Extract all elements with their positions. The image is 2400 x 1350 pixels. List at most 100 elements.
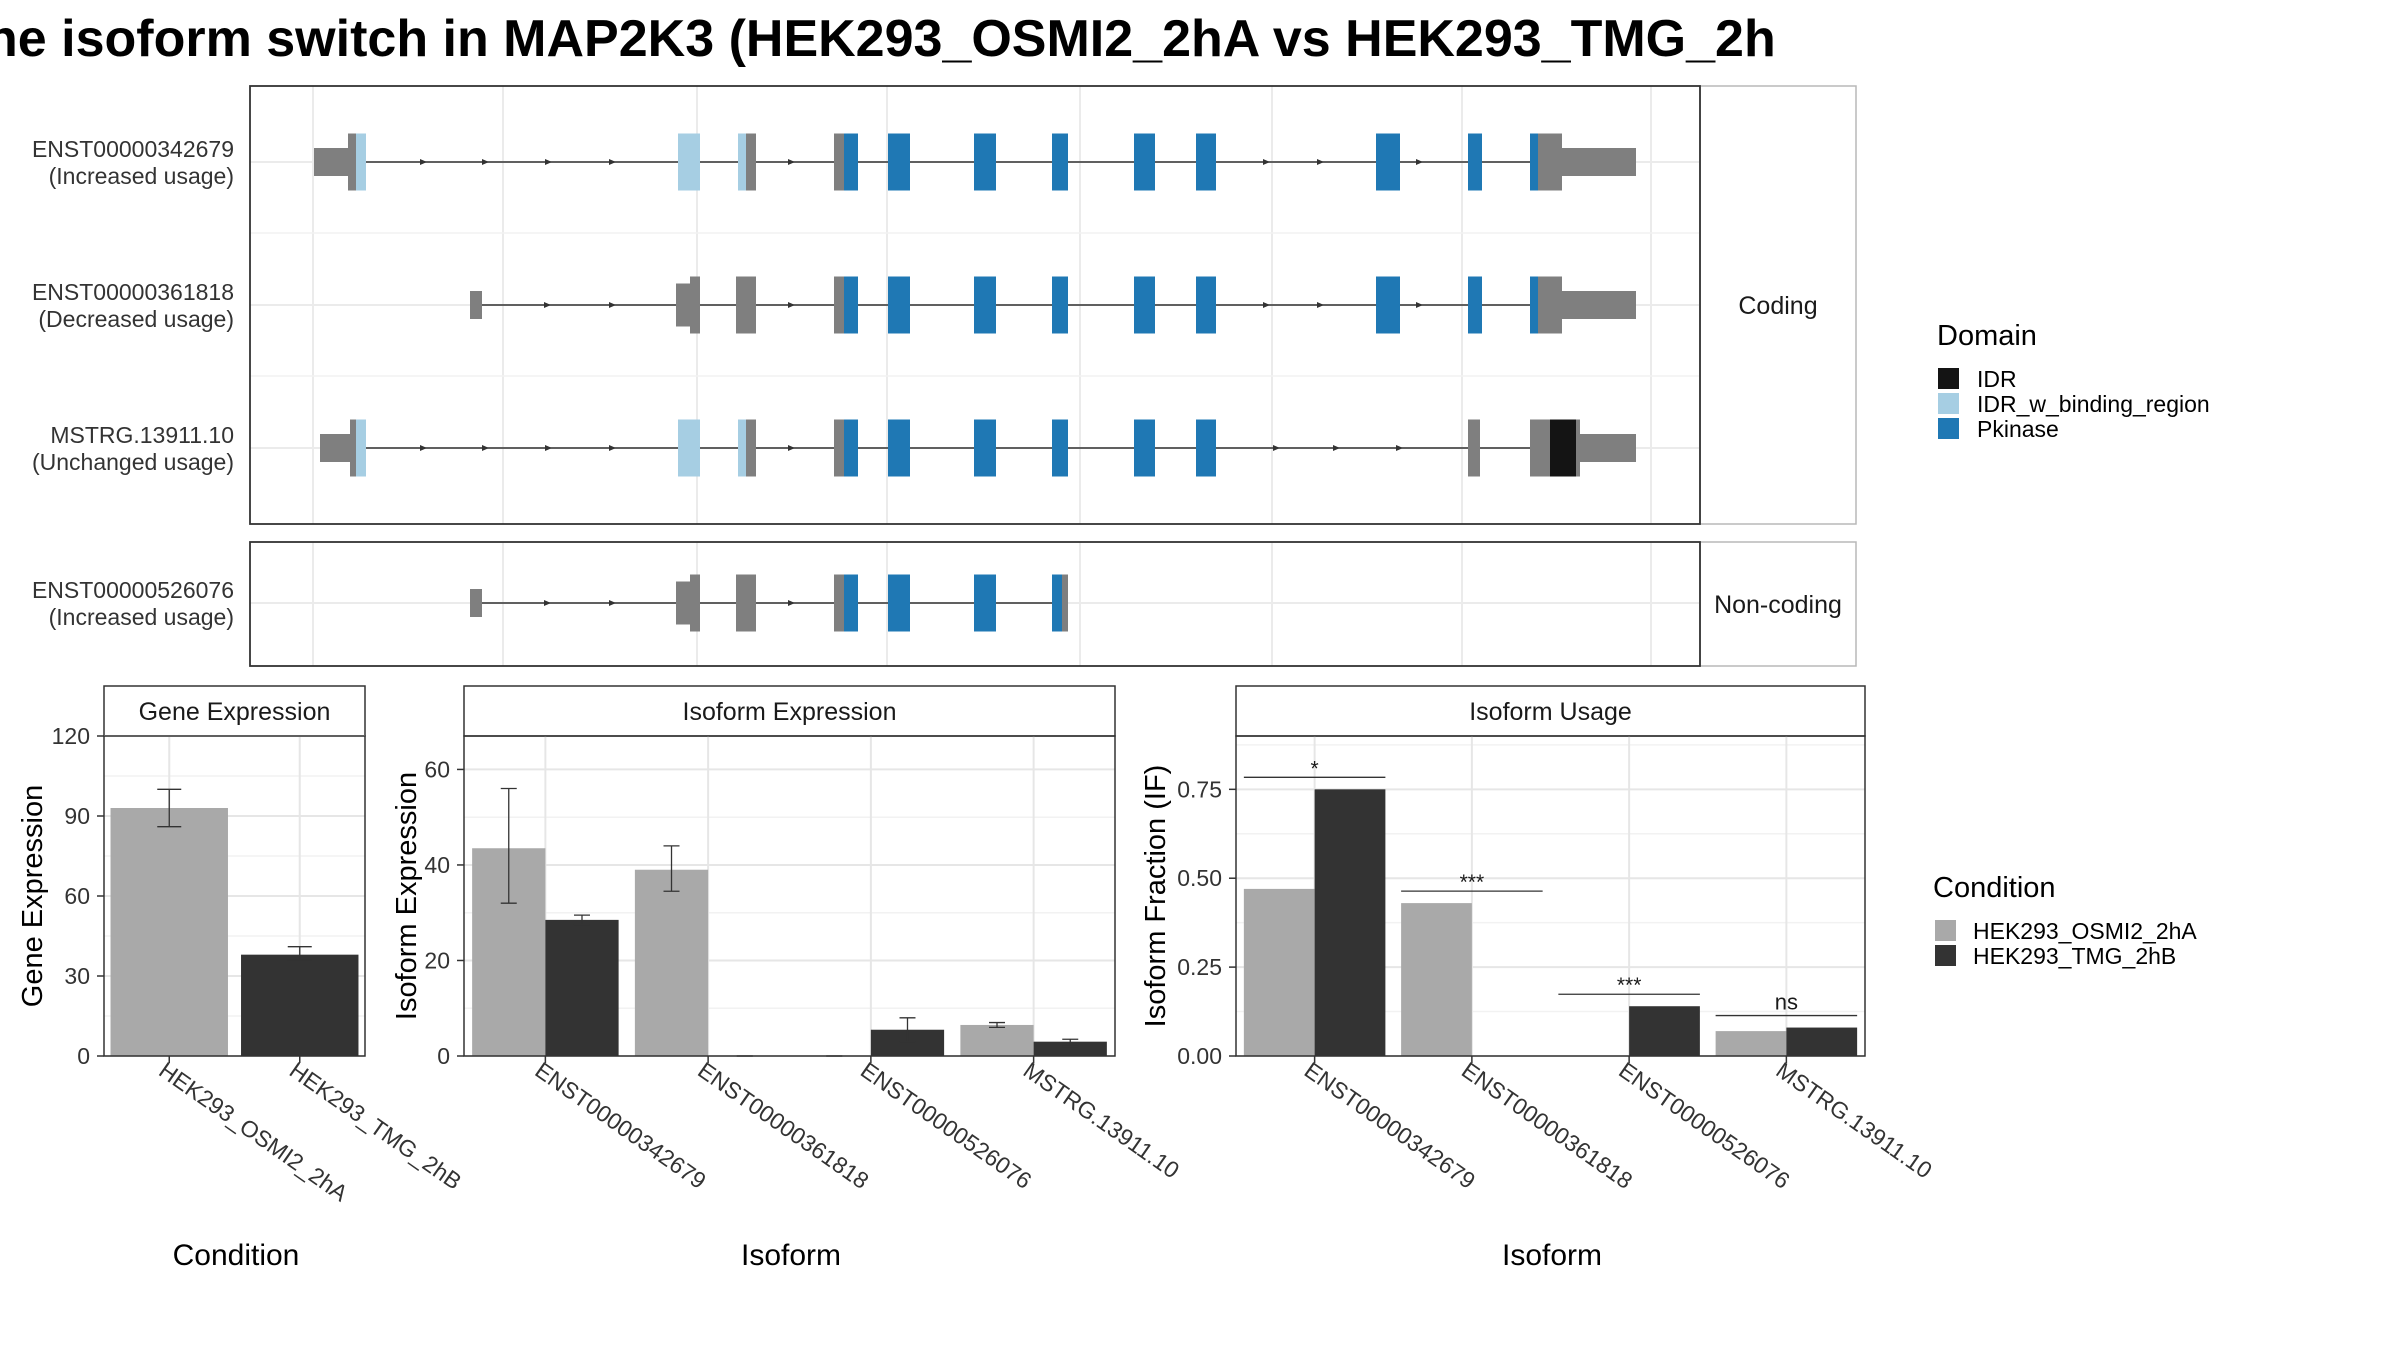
domain-block-pkinase xyxy=(1468,133,1482,191)
y-tick-label: 0 xyxy=(437,1043,450,1069)
domain-legend-label: Pkinase xyxy=(1977,416,2059,442)
bar-charts: Gene Expression0306090120HEK293_OSMI2_2h… xyxy=(17,685,1937,1272)
y-tick-label: 90 xyxy=(64,803,90,829)
intron-arrow-icon xyxy=(788,302,795,308)
y-tick-label: 30 xyxy=(64,963,90,989)
facet-strip xyxy=(103,685,366,737)
intron-arrow-icon xyxy=(609,600,616,606)
bar xyxy=(1401,903,1472,1056)
domain-block-pkinase xyxy=(888,133,910,191)
exon-block xyxy=(1538,133,1562,191)
condition-legend-key xyxy=(1935,945,1956,966)
x-tick-label: MSTRG.13911.10 xyxy=(1019,1057,1184,1184)
domain-block-pkinase xyxy=(888,574,910,632)
exon-block xyxy=(834,276,844,334)
intron-arrow-icon xyxy=(482,445,489,451)
y-axis-label: Gene Expression xyxy=(17,785,49,1007)
intron-arrow-icon xyxy=(609,445,616,451)
y-tick-label: 60 xyxy=(64,883,90,909)
domain-block-pkinase xyxy=(1196,419,1216,477)
exon-block xyxy=(1538,276,1562,334)
panel-title: Isoform Expression xyxy=(683,698,897,726)
isoform-usage-label: (Increased usage) xyxy=(49,163,234,189)
domain-block-idr-w-binding-region xyxy=(738,419,746,477)
domain-block-pkinase xyxy=(1196,276,1216,334)
domain-legend-key xyxy=(1938,368,1959,389)
domain-block-pkinase xyxy=(974,276,996,334)
exon-block xyxy=(736,276,756,334)
domain-block-pkinase xyxy=(844,276,858,334)
bar xyxy=(545,919,619,1056)
isoform-usage-label: (Decreased usage) xyxy=(38,306,234,332)
exon-block xyxy=(1576,419,1580,477)
x-tick-label: ENST00000342679 xyxy=(531,1057,711,1194)
domain-block-idr-w-binding-region xyxy=(678,133,700,191)
domain-legend-key xyxy=(1938,393,1959,414)
bar xyxy=(960,1024,1034,1056)
condition-legend-key xyxy=(1935,920,1956,941)
domain-block-pkinase xyxy=(844,419,858,477)
domain-block-pkinase xyxy=(1376,133,1400,191)
intron-arrow-icon xyxy=(609,302,616,308)
condition-legend-title: Condition xyxy=(1933,872,2056,904)
domain-block-pkinase xyxy=(1134,133,1155,191)
domain-block-pkinase xyxy=(1052,276,1068,334)
transcript-structure-panel: CodingNon-codingENST00000342679(Increase… xyxy=(32,85,1857,667)
domain-block-idr-w-binding-region xyxy=(356,133,366,191)
intron-arrow-icon xyxy=(545,445,552,451)
isoform-usage-label: (Unchanged usage) xyxy=(32,449,234,475)
domain-block-idr xyxy=(1550,419,1576,477)
domain-block-pkinase xyxy=(888,276,910,334)
condition-legend-label: HEK293_TMG_2hB xyxy=(1973,943,2176,969)
intron-arrow-icon xyxy=(1416,302,1423,308)
intron-arrow-icon xyxy=(609,159,616,165)
domain-block-pkinase xyxy=(888,419,910,477)
isoform-id-label: MSTRG.13911.10 xyxy=(50,422,234,448)
x-tick-label: ENST00000526076 xyxy=(1614,1057,1794,1194)
domain-block-pkinase xyxy=(1134,276,1155,334)
y-axis-label: Isoform Fraction (IF) xyxy=(1140,765,1172,1028)
intron-arrow-icon xyxy=(420,159,427,165)
bar xyxy=(1314,789,1386,1056)
intron-arrow-icon xyxy=(788,600,795,606)
intron-arrow-icon xyxy=(1317,302,1324,308)
domain-block-pkinase xyxy=(844,133,858,191)
bar xyxy=(1629,1006,1700,1056)
bar xyxy=(1243,888,1315,1056)
domain-block-pkinase xyxy=(1134,419,1155,477)
domain-block-pkinase xyxy=(1052,574,1062,632)
y-axis-label: Isoform Expression xyxy=(391,772,423,1020)
significance-label: * xyxy=(1311,757,1319,780)
exon-block xyxy=(834,574,844,632)
y-tick-label: 0.00 xyxy=(1177,1043,1222,1069)
intron-arrow-icon xyxy=(1317,159,1324,165)
y-tick-label: 60 xyxy=(424,756,450,782)
domain-legend-label: IDR xyxy=(1977,366,2017,392)
y-tick-label: 0.75 xyxy=(1177,776,1222,802)
isoform-id-label: ENST00000526076 xyxy=(32,577,234,603)
significance-label: ns xyxy=(1775,990,1798,1015)
significance-label: *** xyxy=(1617,974,1642,997)
y-tick-label: 0.50 xyxy=(1177,865,1222,891)
x-tick-label: ENST00000342679 xyxy=(1300,1057,1480,1194)
domain-block-pkinase xyxy=(974,133,996,191)
significance-label: *** xyxy=(1460,871,1485,894)
bar xyxy=(241,954,359,1056)
intron-arrow-icon xyxy=(788,445,795,451)
intron-arrow-icon xyxy=(1263,159,1270,165)
bar xyxy=(110,808,228,1056)
domain-block-idr-w-binding-region xyxy=(356,419,366,477)
condition-legend-label: HEK293_OSMI2_2hA xyxy=(1973,918,2197,944)
bar xyxy=(1786,1027,1858,1056)
intron-arrow-icon xyxy=(545,159,552,165)
intron-arrow-icon xyxy=(1333,445,1340,451)
x-tick-label: MSTRG.13911.10 xyxy=(1772,1057,1937,1184)
bar xyxy=(1033,1041,1107,1056)
domain-block-pkinase xyxy=(1052,133,1068,191)
intron-arrow-icon xyxy=(544,600,551,606)
domain-block-pkinase xyxy=(1052,419,1068,477)
isoform-id-label: ENST00000361818 xyxy=(32,279,234,305)
exon-block xyxy=(1468,419,1480,477)
